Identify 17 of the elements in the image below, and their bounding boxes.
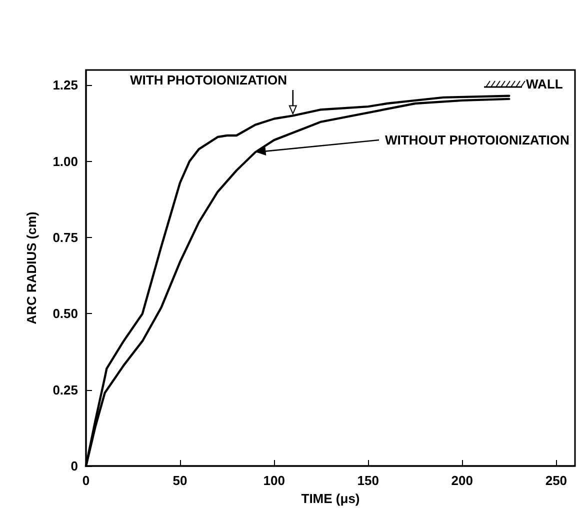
x-tick-label: 150 [357, 473, 379, 488]
y-tick-label: 0.25 [52, 382, 78, 398]
x-tick-label: 0 [82, 473, 90, 488]
y-tick-label: 0.75 [52, 230, 78, 246]
x-tick-label: 250 [545, 473, 568, 488]
y-tick-label: 0.50 [52, 306, 78, 322]
annotation: WITH PHOTOIONIZATION [130, 72, 287, 88]
x-tick-label: 50 [172, 473, 188, 488]
y-tick-label: 1.00 [52, 154, 78, 169]
x-tick-label: 200 [451, 473, 474, 488]
annotation: WALL [526, 76, 563, 92]
y-tick-label: 1.25 [52, 78, 78, 93]
annotation: WITHOUT PHOTOIONIZATION [385, 132, 570, 148]
y-axis-title: ARC RADIUS (cm) [24, 212, 39, 324]
x-tick-label: 100 [263, 473, 285, 488]
y-tick-label: 0 [70, 458, 78, 474]
x-axis-title: TIME (μs) [301, 491, 360, 506]
